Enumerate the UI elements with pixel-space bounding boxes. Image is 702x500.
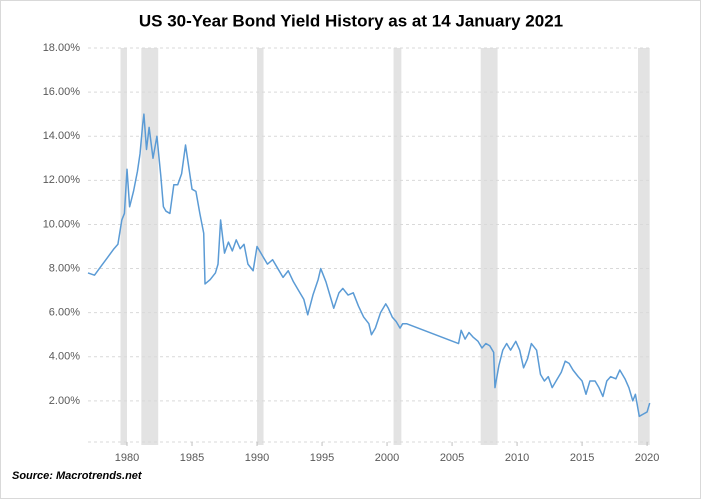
- shaded-range: [141, 48, 159, 445]
- x-tick-label: 2020: [635, 452, 659, 464]
- x-tick-label: 2015: [570, 452, 594, 464]
- shaded-range: [257, 48, 264, 445]
- y-tick-label: 2.00%: [49, 395, 80, 407]
- chart-title: US 30-Year Bond Yield History as at 14 J…: [139, 11, 563, 30]
- shaded-range: [637, 48, 650, 445]
- source-note: Source: Macrotrends.net: [12, 470, 143, 482]
- x-tick-label: 1985: [180, 452, 204, 464]
- y-tick-label: 6.00%: [49, 307, 80, 319]
- y-tick-label: 10.00%: [43, 218, 81, 230]
- shaded-range: [393, 48, 402, 445]
- x-tick-label: 2000: [375, 452, 399, 464]
- x-tick-label: 2010: [505, 452, 529, 464]
- x-tick-label: 1995: [310, 452, 334, 464]
- y-tick-label: 8.00%: [49, 262, 80, 274]
- shaded-range: [120, 48, 128, 445]
- y-tick-label: 4.00%: [49, 351, 80, 363]
- x-tick-label: 2005: [440, 452, 464, 464]
- y-tick-label: 14.00%: [43, 130, 81, 142]
- x-tick-label: 1990: [245, 452, 269, 464]
- y-tick-label: 12.00%: [43, 174, 81, 186]
- y-tick-label: 18.00%: [43, 42, 81, 54]
- y-tick-label: 16.00%: [43, 86, 81, 98]
- yield-line: [87, 113, 651, 418]
- x-tick-label: 1980: [115, 452, 139, 464]
